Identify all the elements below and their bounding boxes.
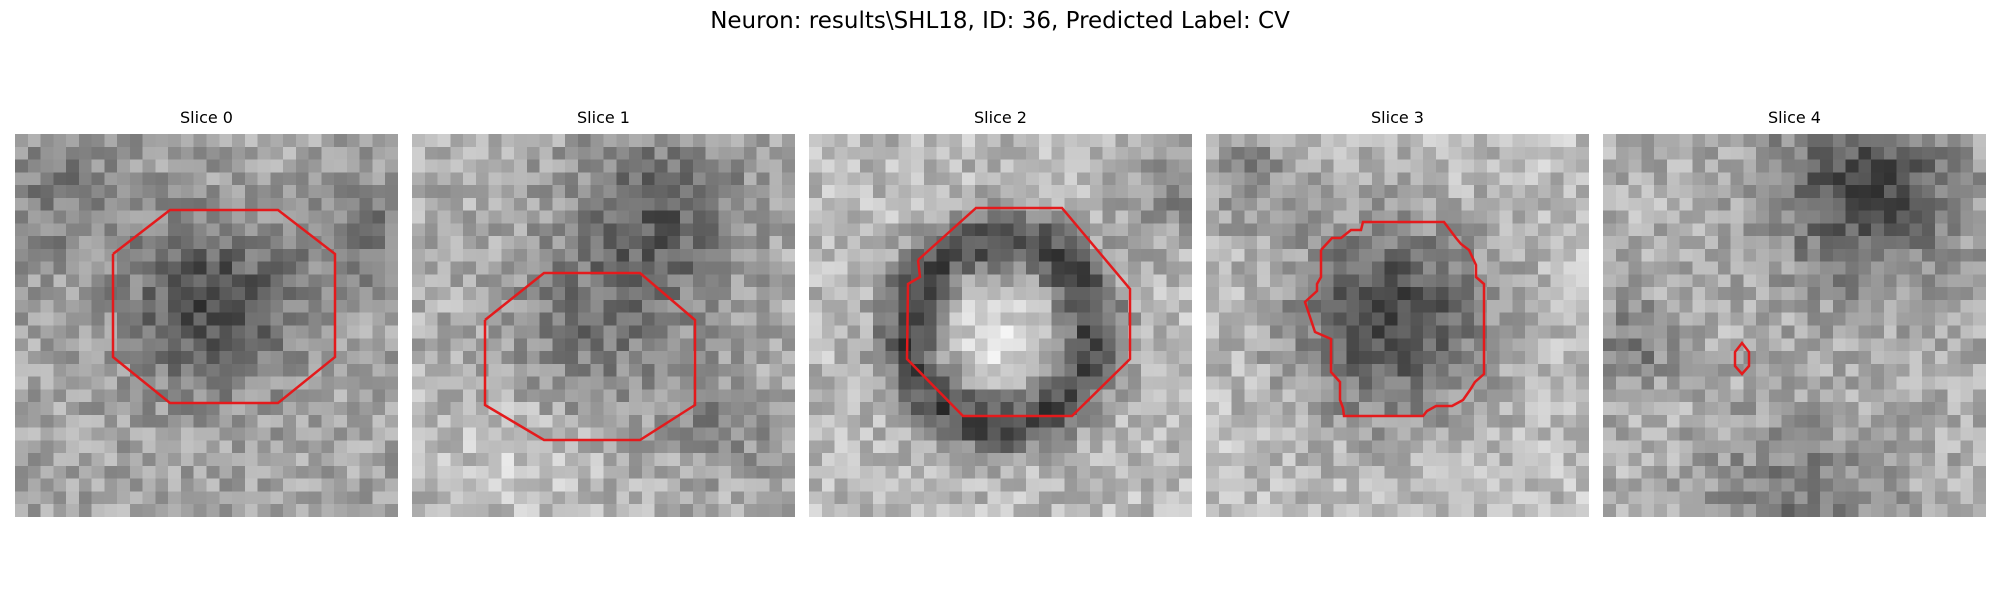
contour-line-2 (905, 206, 1132, 418)
slice-image-3 (1206, 134, 1589, 517)
slice-pixels-1 (412, 134, 795, 517)
slice-image-4 (1603, 134, 1986, 517)
slice-title-3: Slice 3 (1371, 108, 1424, 127)
slice-title-0: Slice 0 (180, 108, 233, 127)
contour-overlay-4 (1733, 340, 1751, 376)
slice-title-4: Slice 4 (1768, 108, 1821, 127)
contour-overlay-3 (1303, 220, 1486, 418)
slice-pixels-4 (1603, 134, 1986, 517)
slice-title-2: Slice 2 (974, 108, 1027, 127)
slice-pixels-3 (1206, 134, 1589, 517)
slice-pixels-2 (809, 134, 1192, 517)
contour-overlay-0 (111, 208, 337, 405)
contour-line-4 (1733, 340, 1751, 376)
figure-title: Neuron: results\SHL18, ID: 36, Predicted… (710, 8, 1290, 34)
contour-line-3 (1303, 220, 1486, 418)
slice-image-1 (412, 134, 795, 517)
slice-image-2 (809, 134, 1192, 517)
contour-overlay-1 (483, 271, 697, 442)
slice-image-0 (15, 134, 398, 517)
contour-line-0 (111, 208, 337, 405)
contour-overlay-2 (905, 206, 1132, 418)
contour-line-1 (483, 271, 697, 442)
slice-title-1: Slice 1 (577, 108, 630, 127)
